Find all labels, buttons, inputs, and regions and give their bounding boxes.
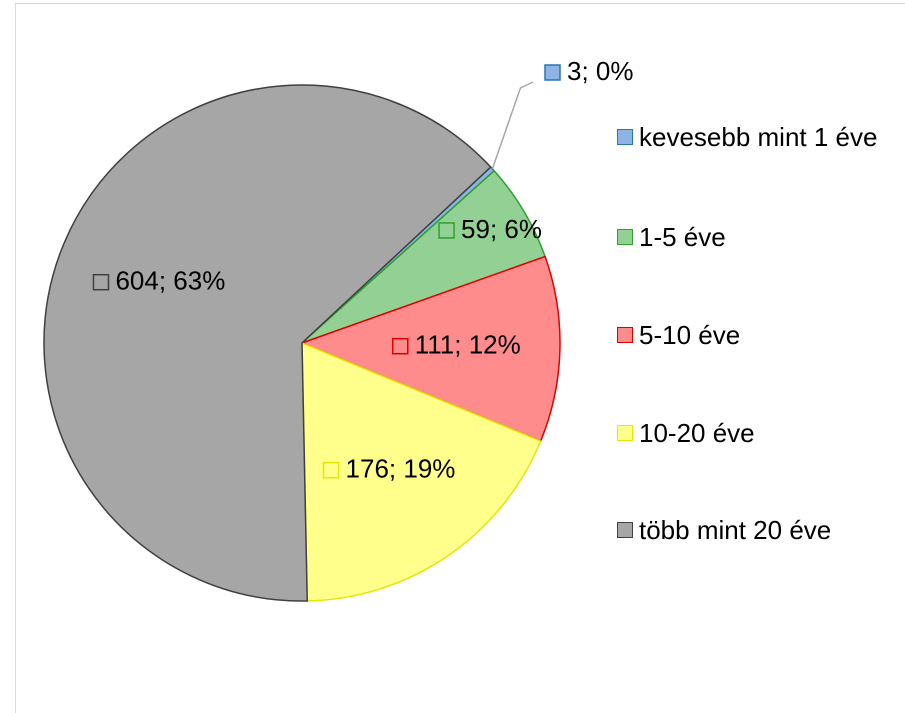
legend-swatch [617, 425, 633, 441]
pie-slice [299, 255, 561, 443]
legend-label: több mint 20 éve [639, 515, 832, 545]
legend-swatch [617, 229, 633, 245]
legend-swatch [617, 522, 633, 538]
legend-label: 10-20 éve [639, 418, 755, 448]
legend-item: 10-20 éve [617, 413, 879, 453]
pie-slice [301, 341, 542, 602]
leader-line [491, 81, 534, 170]
chart-border [15, 3, 905, 713]
legend-label: 1-5 éve [639, 222, 726, 252]
label-marker [391, 337, 409, 355]
data-label: 604; 63% [115, 266, 225, 296]
legend-item: több mint 20 éve [617, 510, 879, 550]
label-marker [438, 222, 455, 239]
data-label: 3; 0% [567, 56, 634, 86]
legend-label: 5-10 éve [639, 320, 741, 350]
legend-item: kevesebb mint 1 éve [617, 117, 879, 157]
label-marker [544, 64, 561, 81]
data-label: 176; 19% [346, 454, 456, 484]
legend-label: kevesebb mint 1 éve [639, 122, 878, 152]
legend-item: 5-10 éve [617, 315, 879, 355]
label-marker [92, 273, 110, 291]
label-marker [322, 461, 340, 479]
legend-swatch [617, 129, 633, 145]
pie-slice [43, 84, 492, 602]
data-label: 59; 6% [461, 214, 542, 244]
legend-swatch [617, 327, 633, 343]
data-label: 111; 12% [415, 330, 521, 360]
legend-item: 1-5 éve [617, 217, 879, 257]
